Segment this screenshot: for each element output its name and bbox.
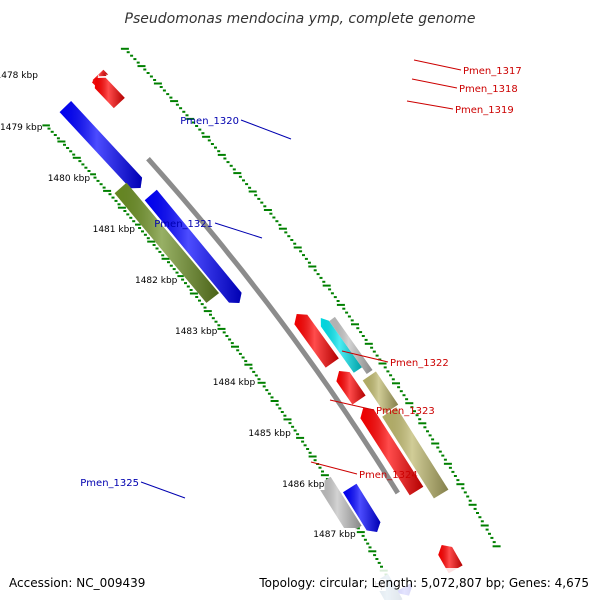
gene-leader-line: [310, 461, 358, 475]
scale-label: 1485 kbp: [248, 429, 291, 439]
map-title: Pseudomonas mendocina ymp, complete geno…: [125, 11, 476, 27]
gene-label[interactable]: Pmen_1324: [359, 470, 418, 481]
gene-feature-shading: [343, 483, 381, 532]
gene-feature-shading: [114, 182, 219, 303]
gene-feature: [82, 80, 93, 90]
gene-labels: Pmen_1317 Pmen_1318 Pmen_1319 Pmen_1320 Pmen…: [80, 66, 521, 489]
gene-leader-line: [140, 481, 186, 499]
gene-leader-line: [329, 399, 375, 411]
accession-text: Accession: NC_009439: [9, 576, 145, 590]
gene-leader-line: [406, 100, 454, 110]
gene-feature-shading: [329, 316, 373, 374]
gene-label[interactable]: Pmen_1323: [376, 406, 435, 417]
scale-label-backdrop: [197, 376, 256, 388]
footer-backdrop: [0, 568, 600, 600]
scale-label: 1484 kbp: [213, 378, 256, 388]
scale-label: 1479 kbp: [0, 123, 43, 133]
genome-info-text: Topology: circular; Length: 5,072,807 bp…: [258, 576, 589, 590]
scale-label-backdrop: [0, 69, 38, 81]
gene-label[interactable]: Pmen_1317: [463, 66, 522, 77]
scale-label: 1482 kbp: [135, 276, 178, 286]
gene-feature-shading: [82, 80, 93, 90]
gene-feature-shading: [317, 476, 362, 535]
gene-leader-line: [411, 78, 458, 89]
gene-feature-shading: [336, 371, 366, 405]
scale-label-backdrop: [119, 274, 178, 286]
gene-label[interactable]: Pmen_1320: [180, 116, 239, 127]
gene-feature-shading: [320, 318, 362, 373]
gene-label[interactable]: Pmen_1321: [154, 219, 213, 230]
gene-feature-shading: [362, 371, 399, 414]
gene-features: [59, 69, 463, 600]
gene-leader-line: [240, 119, 292, 140]
gene-feature-shading: [144, 189, 242, 303]
scale-label-backdrop: [159, 325, 218, 337]
gene-feature-shading: [382, 407, 449, 499]
gene-label[interactable]: Pmen_1322: [390, 358, 449, 369]
gene-feature-shading: [438, 545, 463, 574]
gene-feature-shading: [59, 101, 143, 189]
backbone-line: [146, 157, 400, 495]
gene-feature-shading: [294, 314, 339, 368]
scale-label: 1480 kbp: [48, 174, 91, 184]
scale-label-backdrop: [297, 528, 356, 540]
gene-feature-shading: [360, 408, 424, 496]
gene-leader-line: [341, 350, 389, 363]
gene-leader-line: [413, 59, 462, 71]
genome-backbone: [146, 157, 400, 495]
scale-label-backdrop: [77, 223, 135, 235]
scale-label: 1478 kbp: [0, 71, 38, 81]
title-backdrop: [60, 4, 540, 30]
scale-label-backdrop: [266, 478, 325, 490]
scale-label: 1481 kbp: [93, 225, 136, 235]
scale-label: 1487 kbp: [313, 530, 356, 540]
scale-ticks: [41, 47, 501, 591]
scale-label: 1483 kbp: [175, 327, 218, 337]
scale-label-backdrop: [232, 427, 291, 439]
scale-label-backdrop: [32, 172, 91, 184]
gene-leader-line: [214, 222, 263, 239]
gene-label[interactable]: Pmen_1318: [459, 84, 518, 95]
label-leaders: [140, 59, 462, 499]
gene-feature-shading: [94, 77, 125, 109]
gene-label[interactable]: Pmen_1325: [80, 478, 139, 489]
scale-label: 1486 kbp: [282, 480, 325, 490]
scale-label-backdrop: [0, 121, 43, 133]
gene-label[interactable]: Pmen_1319: [455, 105, 514, 116]
